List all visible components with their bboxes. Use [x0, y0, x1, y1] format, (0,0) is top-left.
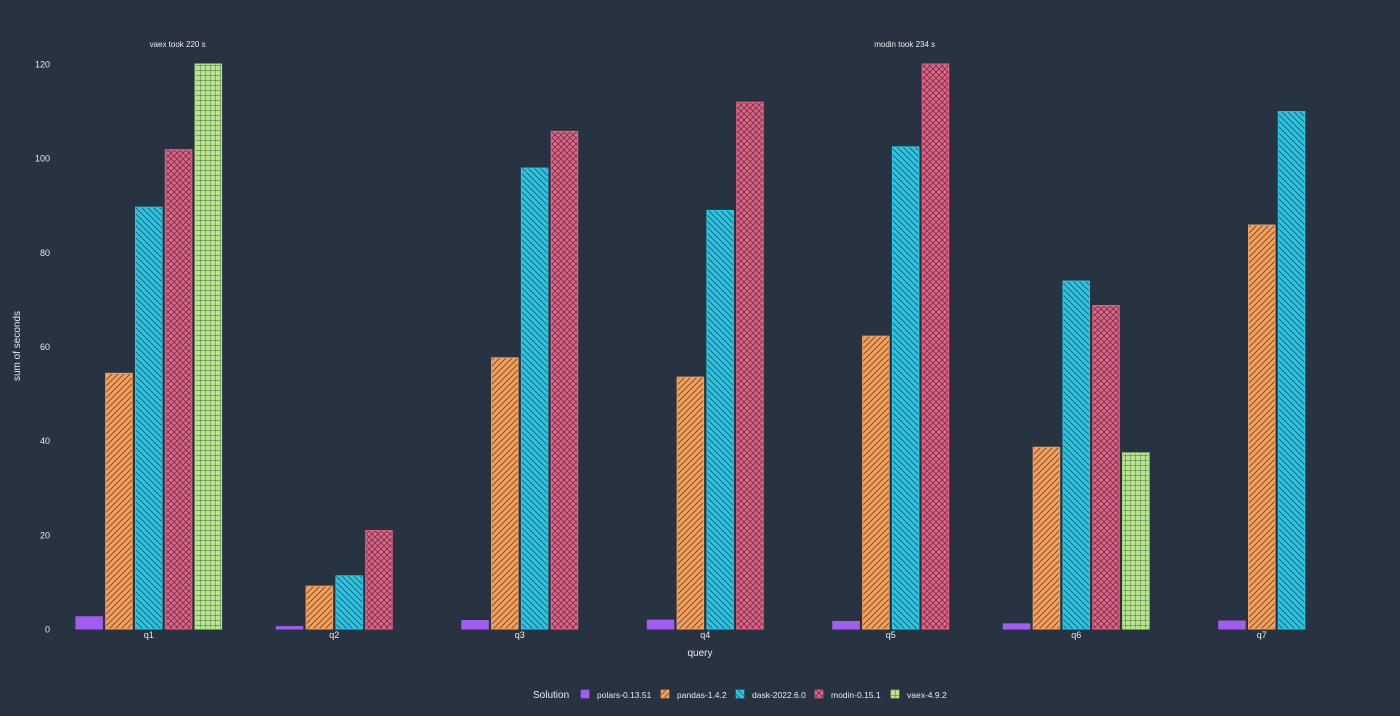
bar-q1-vaex	[194, 63, 223, 630]
bar-q2-modin	[365, 530, 393, 630]
y-tick-label: 80	[40, 248, 50, 258]
x-tick-label: q4	[700, 630, 710, 640]
bars-group	[75, 63, 1306, 630]
x-tick-label: q6	[1071, 630, 1081, 640]
bar-q1-pandas	[105, 372, 133, 630]
y-tick-label: 40	[40, 436, 50, 446]
bar-q1-modin	[164, 149, 193, 630]
y-tick-label: 60	[40, 342, 50, 352]
legend-label: dask-2022.6.0	[752, 690, 806, 700]
bar-q3-dask	[520, 167, 549, 630]
legend-swatch	[660, 689, 670, 699]
annotations-group: vaex took 220 s modin took 234 s	[150, 40, 936, 49]
bar-q4-modin	[736, 101, 764, 630]
y-axis-ticks: 0 20 40 60 80 100 120	[35, 60, 50, 635]
y-tick-label: 0	[45, 625, 50, 635]
bar-q6-dask	[1062, 280, 1090, 630]
x-tick-label: q5	[886, 630, 896, 640]
bar-q5-dask	[891, 146, 920, 630]
bar-q2-dask	[335, 575, 363, 630]
y-axis-title: sum of seconds	[12, 311, 23, 381]
bar-q4-polars	[646, 619, 675, 630]
bar-q4-dask	[706, 209, 734, 630]
x-axis-title: query	[687, 648, 712, 659]
y-tick-label: 100	[35, 154, 50, 164]
y-tick-label: 20	[40, 530, 50, 540]
bar-q6-polars	[1002, 623, 1031, 630]
bar-q1-polars	[75, 616, 103, 630]
bar-q6-modin	[1092, 305, 1120, 630]
bar-q2-polars	[275, 626, 304, 630]
bar-q4-pandas	[676, 376, 705, 630]
legend-swatch	[580, 689, 590, 699]
x-tick-label: q3	[515, 630, 525, 640]
bar-q3-modin	[550, 130, 579, 630]
legend-items: polars-0.13.51 pandas-1.4.2 dask-2022.6.0 m…	[580, 689, 947, 700]
legend-swatch	[735, 689, 745, 699]
bar-q7-polars	[1218, 620, 1246, 630]
bar-q6-pandas	[1032, 446, 1061, 630]
bar-q2-pandas	[305, 585, 334, 630]
bar-q3-pandas	[491, 357, 519, 630]
legend-label: polars-0.13.51	[597, 690, 652, 700]
x-tick-label: q2	[329, 630, 339, 640]
legend-swatch	[890, 689, 900, 699]
annotation-label: vaex took 220 s	[150, 40, 206, 49]
bar-q5-pandas	[862, 335, 890, 630]
x-tick-label: q7	[1257, 630, 1267, 640]
legend-label: modin-0.15.1	[831, 690, 881, 700]
legend-label: vaex-4.9.2	[907, 690, 947, 700]
bar-q3-polars	[461, 620, 489, 630]
bar-q7-pandas	[1248, 224, 1276, 630]
legend-title: Solution	[533, 690, 569, 701]
annotation-label: modin took 234 s	[874, 40, 935, 49]
legend-swatch	[814, 689, 824, 699]
legend: Solution polars-0.13.51 pandas-1.4.2 dask-…	[533, 689, 947, 701]
x-tick-label: q1	[144, 630, 154, 640]
legend-label: pandas-1.4.2	[677, 690, 727, 700]
bar-q7-dask	[1277, 111, 1306, 630]
bar-q5-polars	[832, 620, 860, 630]
bar-q5-modin	[921, 63, 950, 630]
bar-q1-dask	[135, 206, 163, 630]
x-axis-ticks: q1 q2 q3 q4 q5 q6 q7	[144, 630, 1267, 640]
bar-q6-vaex	[1122, 452, 1150, 630]
y-tick-label: 120	[35, 60, 50, 70]
